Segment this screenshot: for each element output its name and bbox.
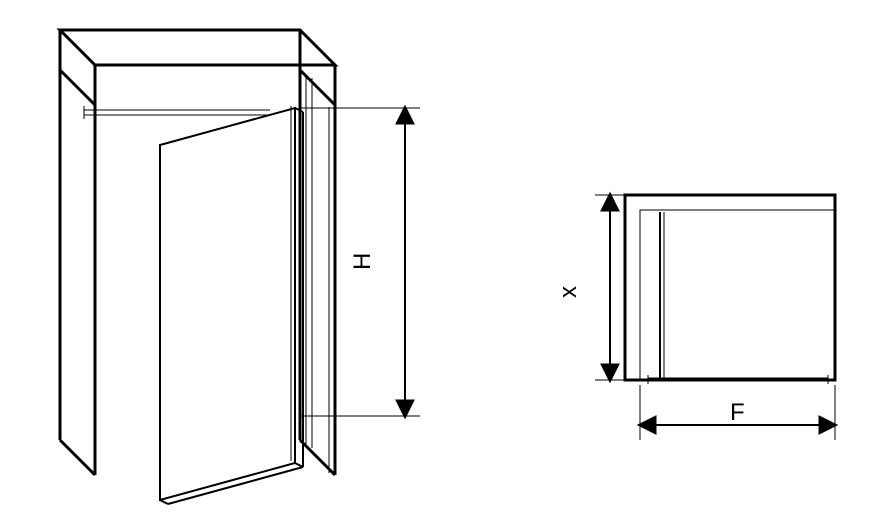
dim-label-height: H <box>349 253 376 270</box>
dim-label-width: F <box>730 399 745 426</box>
technical-drawing: Hx F <box>0 0 885 525</box>
drawing-group: Hx F <box>60 30 835 504</box>
dim-label-depth: x <box>555 286 582 298</box>
